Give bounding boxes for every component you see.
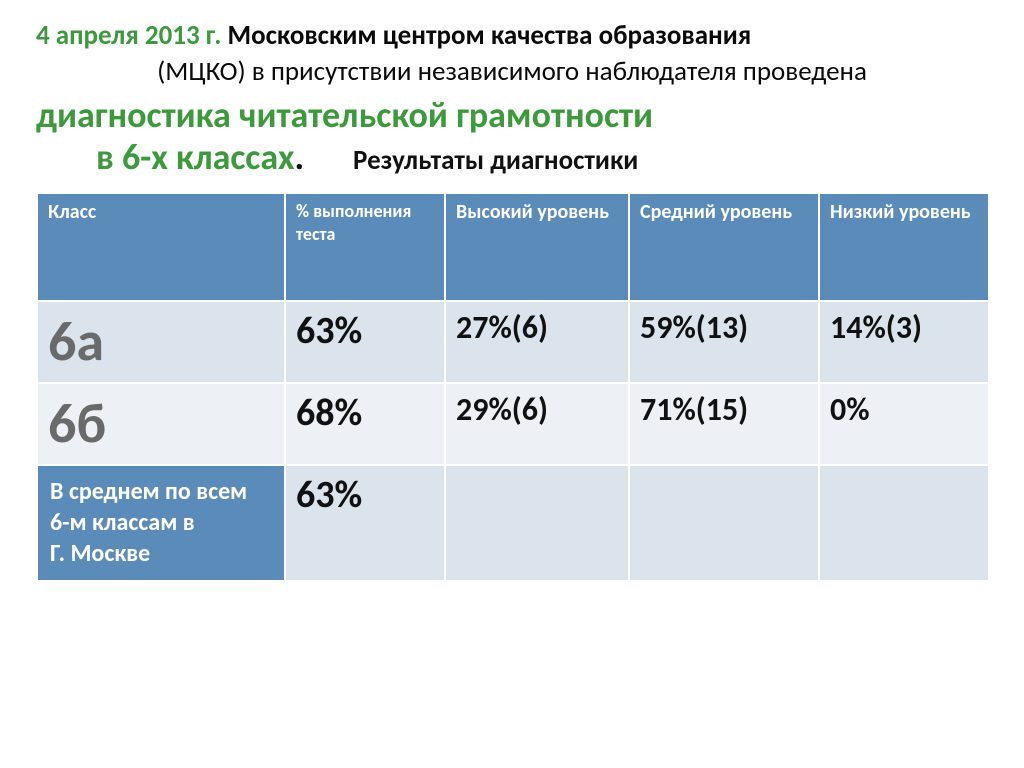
cell-mid: 59%(13) <box>629 301 819 383</box>
summary-empty <box>445 465 629 581</box>
cell-class: 6а <box>37 301 285 383</box>
subtitle-line1: диагностика читательской грамотности <box>36 95 988 136</box>
summary-empty <box>819 465 989 581</box>
results-table: Класс % выполнения теста Высокий уровень… <box>36 192 990 582</box>
subtitle-line2-green: в 6-х классах <box>96 135 295 179</box>
cell-pct: 63% <box>285 301 445 383</box>
table-header-row: Класс % выполнения теста Высокий уровень… <box>37 193 989 301</box>
col-pct: % выполнения теста <box>285 193 445 301</box>
summary-pct: 63% <box>285 465 445 581</box>
cell-class: 6б <box>37 383 285 465</box>
heading-line1-rest: Московским центром качества образования <box>221 19 751 52</box>
subtitle-block: диагностика читательской грамотности в 6… <box>36 95 988 178</box>
summary-label: В среднем по всем 6-м классам в Г. Москв… <box>37 465 285 581</box>
table-summary-row: В среднем по всем 6-м классам в Г. Москв… <box>37 465 989 581</box>
heading-block: 4 апреля 2013 г. Московским центром каче… <box>36 18 988 89</box>
cell-high: 27%(6) <box>445 301 629 383</box>
cell-low: 0% <box>819 383 989 465</box>
cell-pct: 68% <box>285 383 445 465</box>
col-class: Класс <box>37 193 285 301</box>
col-high: Высокий уровень <box>445 193 629 301</box>
cell-mid: 71%(15) <box>629 383 819 465</box>
cell-low: 14%(3) <box>819 301 989 383</box>
heading-line2: (МЦКО) в присутствии независимого наблюд… <box>36 54 988 90</box>
col-mid: Средний уровень <box>629 193 819 301</box>
col-low: Низкий уровень <box>819 193 989 301</box>
table-row: 6б 68% 29%(6) 71%(15) 0% <box>37 383 989 465</box>
subtitle-results-label: Результаты диагностики <box>353 144 638 177</box>
table-row: 6а 63% 27%(6) 59%(13) 14%(3) <box>37 301 989 383</box>
heading-date: 4 апреля 2013 г. <box>36 19 221 52</box>
summary-empty <box>629 465 819 581</box>
cell-high: 29%(6) <box>445 383 629 465</box>
